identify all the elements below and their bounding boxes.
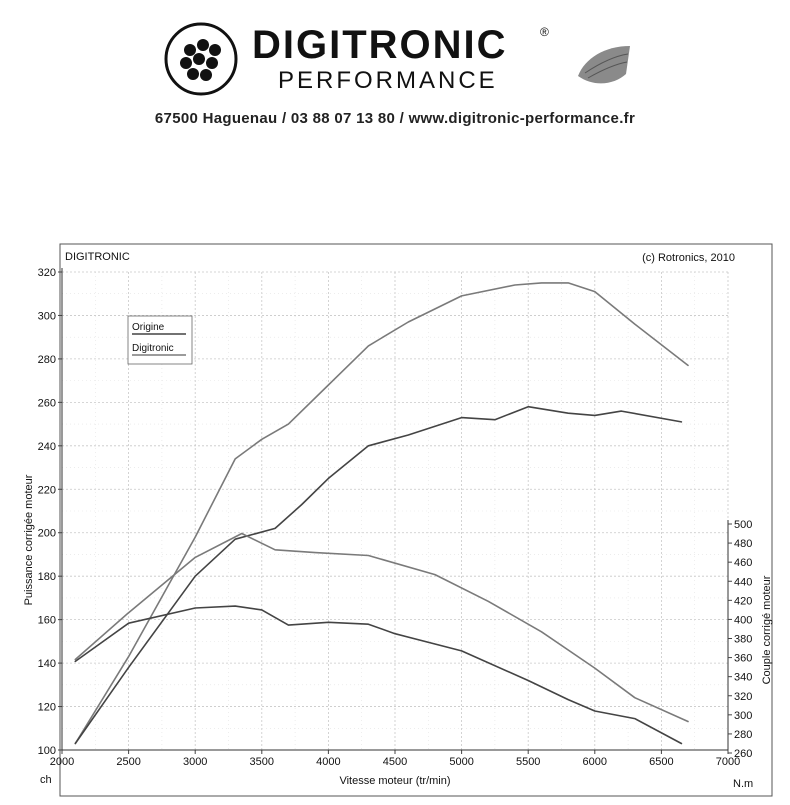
legend-item-digitronic: Digitronic: [132, 343, 174, 354]
y-left-tick-label: 100: [38, 745, 56, 757]
y-right-tick-label: 360: [734, 653, 752, 665]
y-left-tick-label: 280: [38, 354, 56, 366]
y-right-tick-label: 420: [734, 595, 752, 607]
y-right-tick-label: 320: [734, 691, 752, 703]
y-left-tick-label: 300: [38, 310, 56, 322]
y-left-tick-label: 120: [38, 702, 56, 714]
x-tick-label: 3500: [250, 756, 274, 768]
y-left-tick-label: 200: [38, 528, 56, 540]
y-left-tick-label: 140: [38, 658, 56, 670]
y-right-tick-label: 280: [734, 729, 752, 741]
x-tick-label: 2000: [50, 756, 74, 768]
chart-series: [74, 282, 689, 745]
left-unit-label: ch: [40, 774, 52, 786]
y-right-tick-label: 260: [734, 748, 752, 760]
series-line-digitronic-left: [74, 282, 689, 745]
y-left-tick-label: 160: [38, 615, 56, 627]
series-line-torque-right: [74, 532, 689, 723]
x-tick-label: 4500: [383, 756, 407, 768]
logo-dots: [180, 39, 221, 81]
x-tick-label: 7000: [716, 756, 740, 768]
x-tick-label: 3000: [183, 756, 207, 768]
series-line-torque-right: [74, 605, 683, 745]
y-right-tick-label: 400: [734, 614, 752, 626]
series-line-origine-left: [74, 405, 683, 745]
x-tick-label: 6000: [583, 756, 607, 768]
chart-frame: [59, 243, 773, 797]
x-tick-label: 5500: [516, 756, 540, 768]
chart-legend: Origine Digitronic: [127, 315, 193, 365]
x-tick-label: 2500: [116, 756, 140, 768]
y-left-tick-label: 240: [38, 441, 56, 453]
x-tick-label: 5000: [449, 756, 473, 768]
y-right-tick-label: 340: [734, 672, 752, 684]
y-right-tick-label: 440: [734, 576, 752, 588]
chart-axes: 2000 2500 3000 3500 4000 4500 5000 5500 6000 6500…: [38, 267, 753, 768]
y-left-tick-label: 220: [38, 484, 56, 496]
y-right-axis-label: Couple corrigé moteur: [761, 575, 773, 684]
y-right-tick-label: 500: [734, 519, 752, 531]
contact-line: 67500 Haguenau / 03 88 07 13 80 / www.di…: [154, 110, 636, 127]
brand-tagline: PERFORMANCE: [278, 67, 498, 94]
x-tick-label: 6500: [649, 756, 673, 768]
y-left-tick-label: 260: [38, 397, 56, 409]
car-graphic: [578, 46, 630, 84]
x-tick-label: 4000: [316, 756, 340, 768]
registered-mark: ®: [540, 25, 549, 39]
y-left-tick-label: 320: [38, 267, 56, 279]
chart-copyright: (c) Rotronics, 2010: [642, 252, 735, 264]
legend-box: [127, 315, 193, 365]
y-left-tick-label: 180: [38, 571, 56, 583]
y-right-tick-label: 460: [734, 557, 752, 569]
y-right-tick-label: 300: [734, 710, 752, 722]
legend-item-origine: Origine: [132, 322, 165, 333]
x-axis-label: Vitesse moteur (tr/min): [339, 775, 450, 787]
chart-grid: [61, 271, 729, 751]
y-right-tick-label: 480: [734, 538, 752, 550]
brand-name: DIGITRONIC: [252, 23, 508, 67]
right-unit-label: N.m: [733, 778, 753, 790]
digitronic-logo: DIGITRONIC PERFORMANCE ®: [164, 22, 630, 96]
power-torque-chart: 2000 2500 3000 3500 4000 4500 5000 5500 6000 6500…: [23, 243, 773, 797]
chart-top-left-label: DIGITRONIC: [65, 251, 130, 263]
y-right-tick-label: 380: [734, 634, 752, 646]
logo-circle: [164, 22, 238, 96]
y-left-axis-label: Puissance corrigée moteur: [23, 474, 35, 605]
